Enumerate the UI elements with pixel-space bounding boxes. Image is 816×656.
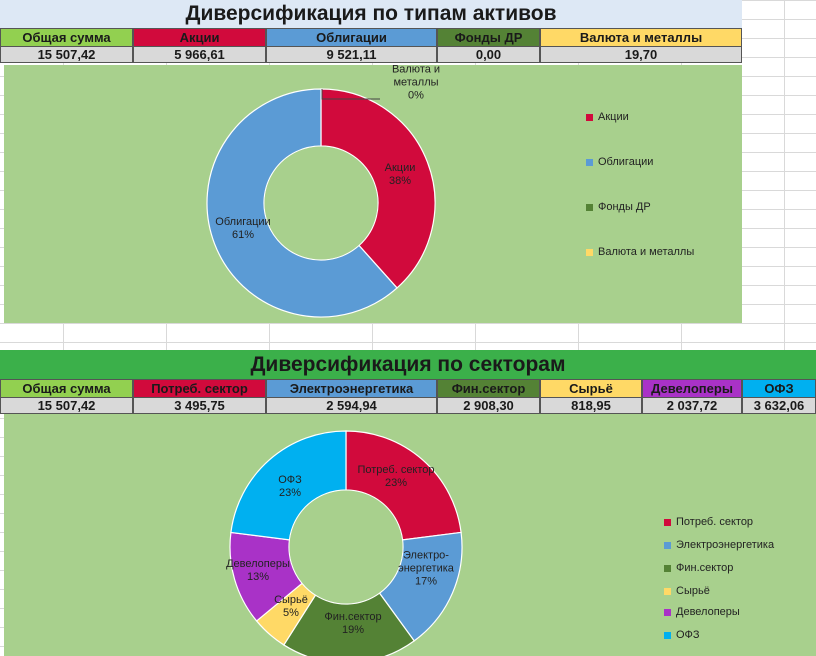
chart2-data-label-2-line1: Фин.сектор bbox=[324, 611, 382, 623]
chart1-legend-label-0: Акции bbox=[598, 111, 629, 123]
chart1-slice-0[interactable] bbox=[320, 88, 436, 289]
chart1-legend-label-1: Облигации bbox=[598, 156, 654, 168]
chart2-legend-label-3: Сырьё bbox=[676, 585, 710, 597]
chart1-hole bbox=[264, 146, 378, 260]
chart2-legend-swatch-4 bbox=[664, 608, 671, 616]
chart2-data-label-3: Сырьё 5% bbox=[274, 594, 308, 620]
chart2-data-label-3-line1: Сырьё bbox=[274, 594, 308, 606]
chart2-legend-label-0: Потреб. сектор bbox=[676, 516, 754, 528]
chart2-data-label-2-line2: 19% bbox=[341, 624, 365, 636]
chart1-legend-swatch-3 bbox=[586, 248, 593, 256]
chart1-legend-item-2[interactable]: Фонды ДР bbox=[586, 201, 651, 213]
chart2-data-label-1-line1: Электро- bbox=[403, 549, 449, 562]
section2-value-cell-6[interactable]: 3 632,06 bbox=[742, 397, 816, 414]
section2-header-cell-2[interactable]: Электроэнергетика bbox=[266, 379, 437, 397]
chart2-legend-swatch-1 bbox=[664, 541, 671, 549]
chart1-legend-item-0[interactable]: Акции bbox=[586, 111, 629, 123]
section2-value-cell-2[interactable]: 2 594,94 bbox=[266, 397, 437, 414]
chart2-legend-item-0[interactable]: Потреб. сектор bbox=[664, 516, 753, 528]
chart2-data-label-5-line1: ОФЗ bbox=[278, 474, 302, 486]
chart2-legend-label-2: Фин.сектор bbox=[676, 562, 734, 574]
chart2-legend-item-1[interactable]: Электроэнергетика bbox=[664, 539, 774, 551]
chart2-legend-item-3[interactable]: Сырьё bbox=[664, 585, 710, 597]
section1-header-cell-0[interactable]: Общая сумма bbox=[0, 28, 133, 46]
chart2-data-label-0-line2: 23% bbox=[384, 477, 408, 489]
chart2-legend-item-2[interactable]: Фин.сектор bbox=[664, 562, 733, 574]
chart2-data-label-1-line2: энергетика bbox=[398, 562, 454, 575]
section1-header-cell-3[interactable]: Фонды ДР bbox=[437, 28, 540, 46]
chart2-legend-swatch-5 bbox=[664, 631, 671, 639]
section2-value-cell-4[interactable]: 818,95 bbox=[540, 397, 642, 414]
chart1-legend-label-2: Фонды ДР bbox=[598, 201, 651, 213]
chart2-legend-swatch-2 bbox=[664, 564, 671, 572]
chart2-legend-item-4[interactable]: Девелоперы bbox=[664, 606, 740, 618]
chart2-data-label-0: Потреб. сектор 23% bbox=[357, 464, 434, 490]
section2-header-cell-0[interactable]: Общая сумма bbox=[0, 379, 133, 397]
chart2-data-label-4-line2: 13% bbox=[246, 571, 270, 583]
chart2-legend-swatch-0 bbox=[664, 518, 671, 526]
chart1-legend-label-3: Валюта и металлы bbox=[598, 246, 695, 258]
section1-value-cell-4[interactable]: 19,70 bbox=[540, 46, 742, 63]
section1-header-cell-4[interactable]: Валюта и металлы bbox=[540, 28, 742, 46]
section2-header-cell-5[interactable]: Девелоперы bbox=[642, 379, 742, 397]
chart2-legend-label-1: Электроэнергетика bbox=[676, 539, 775, 551]
section2-header-cell-1[interactable]: Потреб. сектор bbox=[133, 379, 266, 397]
section1-value-cell-2[interactable]: 9 521,11 bbox=[266, 46, 437, 63]
chart1-leader-line bbox=[321, 89, 380, 100]
section2-header-cell-6[interactable]: ОФЗ bbox=[742, 379, 816, 397]
section2-value-cell-3[interactable]: 2 908,30 bbox=[437, 397, 540, 414]
chart1-legend-swatch-0 bbox=[586, 113, 593, 121]
chart2-data-label-4: Девелоперы 13% bbox=[226, 558, 290, 584]
chart2-data-label-2: Фин.сектор 19% bbox=[324, 611, 381, 637]
chart2-legend-item-5[interactable]: ОФЗ bbox=[664, 629, 700, 641]
section2-title: Диверсификация по секторам bbox=[0, 350, 816, 379]
section2-value-cell-0[interactable]: 15 507,42 bbox=[0, 397, 133, 414]
chart2-legend-label-4: Девелоперы bbox=[676, 606, 740, 618]
chart1-data-label-0-line1: Акции bbox=[384, 162, 416, 174]
section1-title: Диверсификация по типам активов bbox=[0, 0, 742, 28]
chart2-data-label-1-line3: 17% bbox=[414, 575, 438, 588]
chart2-slice-0[interactable] bbox=[345, 430, 462, 541]
section1-header-cell-1[interactable]: Акции bbox=[133, 28, 266, 46]
section2-value-cell-1[interactable]: 3 495,75 bbox=[133, 397, 266, 414]
section1-value-cell-0[interactable]: 15 507,42 bbox=[0, 46, 133, 63]
section2-header-cell-4[interactable]: Сырьё bbox=[540, 379, 642, 397]
chart1-legend-item-3[interactable]: Валюта и металлы bbox=[586, 246, 694, 258]
chart1-legend-swatch-1 bbox=[586, 158, 593, 166]
section1-value-cell-3[interactable]: 0,00 bbox=[437, 46, 540, 63]
chart1-data-label-0: Акции 38% bbox=[385, 162, 416, 188]
chart1-data-label-0-line2: 38% bbox=[388, 175, 412, 187]
section1-header-cell-2[interactable]: Облигации bbox=[266, 28, 437, 46]
chart2-data-label-5: ОФЗ 23% bbox=[278, 474, 302, 500]
chart2-data-label-3-line2: 5% bbox=[283, 607, 299, 619]
section2-header-cell-3[interactable]: Фин.сектор bbox=[437, 379, 540, 397]
chart1-data-label-3-line2: металлы bbox=[393, 76, 439, 89]
chart1-slice-1[interactable] bbox=[206, 88, 398, 318]
chart1-data-label-3-line3: 0% bbox=[408, 89, 424, 102]
chart2-slice-5[interactable] bbox=[230, 430, 347, 541]
chart1-data-label-3-line1: Валюта и bbox=[391, 63, 441, 76]
chart1-data-label-1-line2: 61% bbox=[231, 229, 255, 241]
section1-value-cell-1[interactable]: 5 966,61 bbox=[133, 46, 266, 63]
chart1-data-label-1-line1: Облигации bbox=[215, 216, 271, 228]
chart2-slice-2[interactable] bbox=[283, 592, 416, 656]
chart1-data-label-3: Валюта и металлы 0% bbox=[392, 64, 440, 103]
chart2-data-label-5-line2: 23% bbox=[278, 487, 302, 499]
chart2-legend-swatch-3 bbox=[664, 587, 671, 595]
chart1-data-label-1: Облигации 61% bbox=[215, 216, 270, 242]
chart2-data-label-4-line1: Девелоперы bbox=[226, 558, 290, 570]
chart1-legend-item-1[interactable]: Облигации bbox=[586, 156, 653, 168]
chart2-data-label-0-line1: Потреб. сектор bbox=[357, 464, 435, 476]
section2-value-cell-5[interactable]: 2 037,72 bbox=[642, 397, 742, 414]
chart2-legend-label-5: ОФЗ bbox=[676, 629, 700, 641]
chart2-hole bbox=[289, 490, 403, 604]
chart2-data-label-1: Электро-энергетика 17% bbox=[398, 550, 454, 589]
chart1-legend-swatch-2 bbox=[586, 203, 593, 211]
